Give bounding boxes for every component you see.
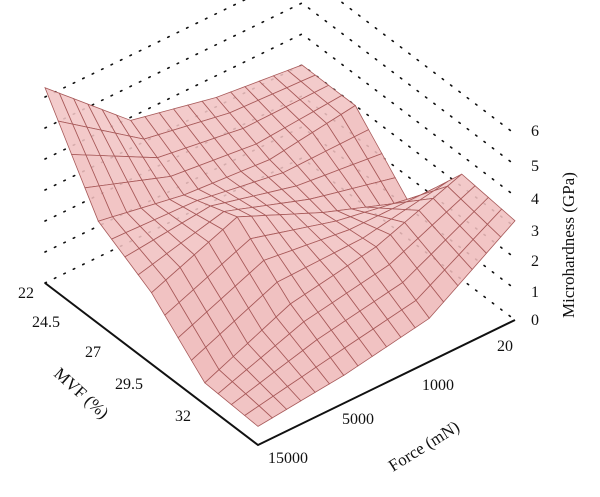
mvf-tick-label: 24.5 [32, 314, 60, 331]
z-axis-label: Microhardness (GPa) [559, 172, 578, 318]
z-tick-label: 1 [531, 284, 539, 301]
force-tick-labels: 20 1000 5000 15000 [268, 338, 513, 467]
force-tick-label: 20 [497, 338, 513, 355]
hardness-surface [44, 64, 516, 427]
floor-frame [44, 282, 516, 447]
mvf-tick-label: 32 [175, 408, 191, 425]
mvf-tick-label: 22 [18, 285, 34, 302]
grid-line [44, 33, 516, 197]
force-tick-label: 15000 [268, 450, 308, 467]
force-tick-label: 1000 [422, 377, 454, 394]
grid-line [44, 2, 516, 166]
z-tick-label: 4 [531, 191, 539, 208]
floor-edge [44, 282, 516, 447]
z-tick-label: 0 [531, 312, 539, 329]
z-tick-labels: 0 1 2 3 4 5 6 [531, 123, 539, 329]
mvf-tick-labels: 22 24.5 27 29.5 32 [18, 285, 191, 425]
grid-line [44, 0, 516, 135]
mvf-tick-label: 29.5 [115, 376, 143, 393]
mvf-tick-label: 27 [85, 344, 101, 361]
y-axis-label: MVF (%) [50, 364, 112, 423]
x-axis-label: Force (mN) [385, 417, 463, 475]
z-tick-label: 3 [531, 223, 539, 240]
z-tick-label: 6 [531, 123, 539, 140]
z-tick-label: 5 [531, 158, 539, 175]
force-tick-label: 5000 [342, 411, 374, 428]
z-tick-label: 2 [531, 253, 539, 270]
surface-patch [244, 405, 273, 427]
